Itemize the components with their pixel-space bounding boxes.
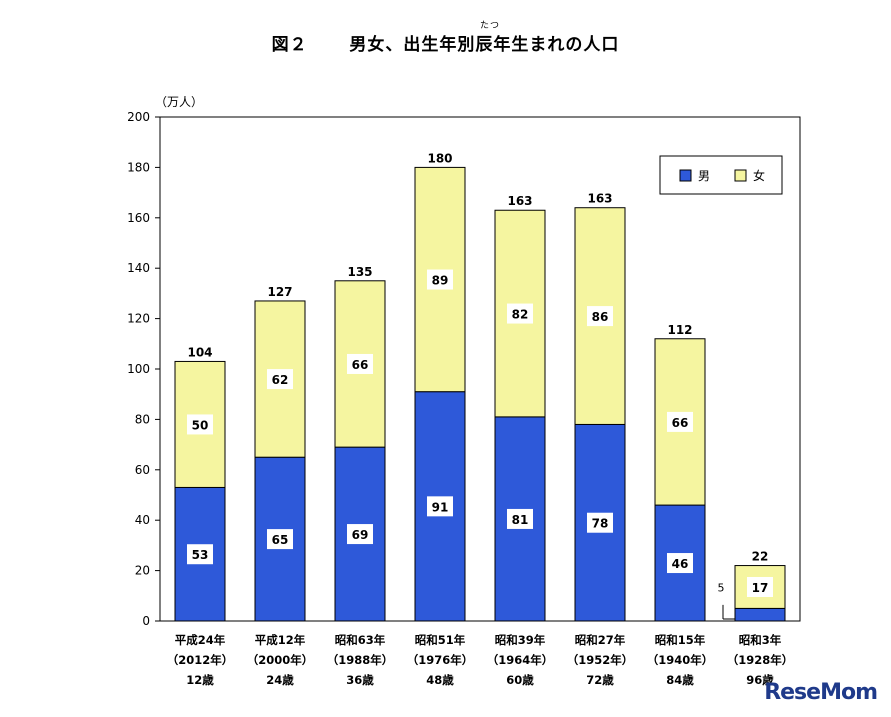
y-tick-label: 0 (142, 614, 150, 628)
x-label-year: （1952年） (567, 653, 634, 667)
x-label-age: 24歳 (266, 673, 294, 687)
total-label: 127 (267, 285, 292, 299)
chart-title: 図２ 男女、出生年別辰年生まれの人口 たつ (0, 21, 891, 55)
data-label-bg (667, 411, 693, 432)
data-label-bg (427, 269, 453, 290)
data-label-bg (747, 576, 773, 597)
x-label-era: 昭和39年 (495, 633, 546, 647)
total-label: 104 (187, 345, 212, 359)
legend-label-female: 女 (753, 168, 765, 183)
data-label-bg (267, 369, 293, 390)
x-label-era: 平成12年 (255, 633, 306, 647)
data-label-female: 86 (592, 310, 609, 324)
watermark-text: ReseMom (764, 680, 878, 705)
x-label-age: 96歳 (746, 673, 774, 687)
data-label-female: 17 (752, 581, 769, 595)
total-label: 163 (507, 194, 532, 208)
x-label-era: 昭和27年 (575, 633, 626, 647)
total-label: 180 (427, 151, 452, 165)
x-label-age: 72歳 (586, 673, 614, 687)
data-label-bg (427, 496, 453, 517)
y-tick-label: 100 (127, 362, 150, 376)
data-label-bg (347, 353, 373, 374)
data-label-female: 66 (352, 358, 369, 372)
data-label-bg (347, 524, 373, 545)
total-label: 22 (752, 550, 769, 564)
y-tick-label: 120 (127, 312, 150, 326)
x-label-year: （2000年） (247, 653, 314, 667)
data-label-bg (587, 512, 613, 533)
x-label-era: 昭和63年 (335, 633, 386, 647)
x-label-year: （2012年） (167, 653, 234, 667)
data-label-female: 50 (192, 418, 209, 432)
data-label-bg (507, 508, 533, 529)
data-label-female: 62 (272, 373, 289, 387)
data-label-bg (587, 306, 613, 327)
total-label: 112 (667, 323, 692, 337)
data-label-male: 91 (432, 500, 449, 514)
x-label-year: （1964年） (487, 653, 554, 667)
x-label-year: （1976年） (407, 653, 474, 667)
x-label-era: 昭和51年 (415, 633, 466, 647)
x-label-age: 48歳 (426, 673, 454, 687)
data-label-bg (187, 544, 213, 565)
legend-swatch-female (734, 169, 747, 182)
y-tick-label: 180 (127, 160, 150, 174)
x-label-age: 60歳 (506, 673, 534, 687)
legend-swatch-male (679, 169, 692, 182)
y-tick-label: 140 (127, 261, 150, 275)
title-ruby: たつ (480, 21, 501, 31)
data-label-female: 66 (672, 416, 689, 430)
x-label-age: 84歳 (666, 673, 694, 687)
data-label-male: 69 (352, 528, 369, 542)
x-label-age: 36歳 (346, 673, 374, 687)
y-tick-label: 40 (135, 513, 150, 527)
y-tick-label: 60 (135, 463, 150, 477)
data-label-male: 65 (272, 533, 289, 547)
y-tick-label: 160 (127, 211, 150, 225)
data-label-female: 82 (512, 308, 529, 322)
legend-label-male: 男 (698, 169, 710, 183)
x-label-year: （1988年） (327, 653, 394, 667)
y-tick-label: 200 (127, 110, 150, 124)
x-label-era: 昭和3年 (739, 633, 782, 647)
x-label-year: （1940年） (647, 653, 714, 667)
title-prefix: 図２ (271, 35, 308, 55)
x-label-era: 平成24年 (175, 633, 226, 647)
data-label-male: 46 (672, 557, 689, 571)
bar-male (734, 607, 786, 622)
x-label-age: 12歳 (186, 673, 214, 687)
data-label-male: 53 (192, 548, 209, 562)
data-label-bg (507, 303, 533, 324)
total-label: 163 (587, 192, 612, 206)
data-label-male: 5 (718, 582, 725, 595)
x-label-era: 昭和15年 (655, 633, 706, 647)
y-unit-label: （万人） (155, 95, 203, 109)
data-label-male: 78 (592, 517, 609, 531)
y-tick-label: 80 (135, 412, 150, 426)
x-label-year: （1928年） (727, 653, 794, 667)
data-label-male: 81 (512, 513, 529, 527)
data-label-bg (187, 414, 213, 435)
data-label-bg (267, 529, 293, 550)
total-label: 135 (347, 265, 372, 279)
watermark-logo: ReseMom (764, 680, 878, 705)
bar-female (414, 166, 466, 393)
y-tick-label: 20 (135, 564, 150, 578)
title-text: 男女、出生年別辰年生まれの人口 (349, 35, 620, 55)
data-label-bg (667, 553, 693, 574)
data-label-female: 89 (432, 274, 449, 288)
